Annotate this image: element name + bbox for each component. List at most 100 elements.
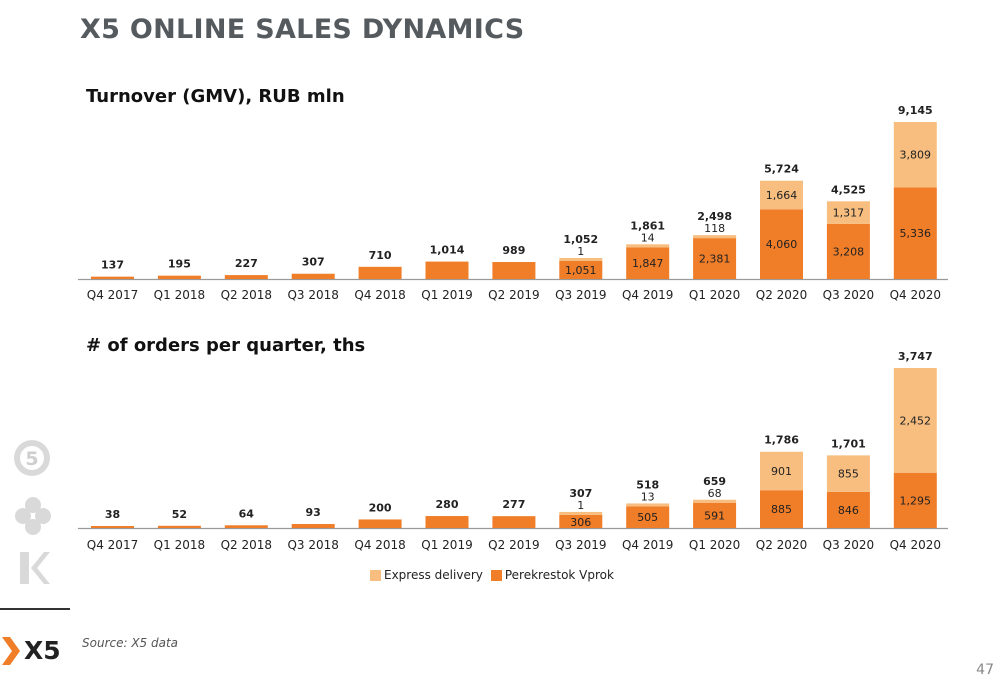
gmv-bar-vprok (559, 260, 603, 279)
orders-bar-express (559, 511, 603, 515)
orders-label-vprok: 885 (771, 503, 792, 516)
orders-label-total: 659 (703, 475, 726, 488)
gmv-bar-vprok (626, 247, 670, 279)
gmv-label-vprok: 1,051 (565, 264, 597, 277)
orders-label-vprok: 306 (570, 516, 591, 529)
orders-label-express: 855 (838, 468, 859, 481)
orders-label-total: 64 (239, 507, 255, 520)
legend-label-express: Express delivery (384, 568, 483, 582)
orders-label-express: 13 (641, 490, 655, 503)
svg-text:5: 5 (25, 448, 38, 470)
gmv-label-vprok: 4,060 (766, 238, 798, 251)
orders-label-express: 1 (577, 499, 584, 512)
gmv-label-express: 118 (704, 222, 725, 235)
gmv-label-total: 989 (502, 244, 525, 257)
gmv-label-vprok: 1,847 (632, 257, 664, 270)
orders-bar-vprok (224, 525, 268, 528)
gmv-label-total: 1,014 (430, 244, 465, 257)
gmv-bar-vprok (224, 275, 268, 279)
gmv-label-express: 3,809 (900, 149, 932, 162)
gmv-label-total: 2,498 (697, 210, 732, 223)
gmv-bar-express (693, 235, 737, 239)
gmv-bar-vprok (425, 261, 469, 279)
orders-bar-vprok (693, 502, 737, 528)
gmv-tick-label: Q2 2018 (221, 288, 272, 302)
orders-tick-label: Q1 2020 (689, 538, 740, 552)
orders-bar-express (760, 451, 803, 491)
orders-label-express: 2,452 (900, 414, 932, 427)
orders-bar-vprok (358, 519, 402, 528)
orders-bar-vprok (893, 472, 937, 528)
orders-bar-vprok (626, 506, 670, 528)
gmv-tick-label: Q3 2019 (555, 288, 606, 302)
gmv-bar-vprok (358, 266, 402, 279)
perekrestok-logo-icon (15, 497, 51, 535)
orders-bar-vprok (760, 490, 803, 528)
gmv-label-total: 1,052 (563, 233, 598, 246)
gmv-label-vprok: 5,336 (900, 227, 932, 240)
orders-tick-label: Q4 2019 (622, 538, 673, 552)
orders-bar-vprok (91, 526, 134, 528)
gmv-tick-label: Q1 2019 (421, 288, 472, 302)
gmv-label-express: 1 (577, 245, 584, 258)
gmv-label-express: 1,317 (833, 207, 865, 220)
orders-label-total: 52 (172, 508, 187, 521)
page-title: X5 ONLINE SALES DYNAMICS (80, 14, 525, 45)
orders-chart-title: # of orders per quarter, ths (86, 335, 366, 356)
orders-label-vprok: 591 (704, 509, 725, 522)
orders-tick-label: Q3 2020 (823, 538, 874, 552)
gmv-label-total: 4,525 (831, 183, 866, 196)
gmv-bar-vprok (291, 273, 335, 279)
orders-bar-vprok (157, 525, 201, 528)
gmv-tick-label: Q2 2019 (488, 288, 539, 302)
orders-label-total: 280 (436, 498, 459, 511)
orders-tick-label: Q3 2018 (287, 538, 338, 552)
gmv-tick-label: Q2 2020 (756, 288, 807, 302)
gmv-tick-label: Q1 2020 (689, 288, 740, 302)
gmv-label-total: 227 (235, 257, 258, 270)
orders-label-total: 307 (569, 487, 592, 500)
legend-swatch-vprok (490, 569, 502, 581)
orders-bar-vprok (291, 524, 335, 528)
orders-label-vprok: 846 (838, 504, 859, 517)
orders-label-total: 1,786 (764, 434, 799, 447)
orders-chart: 38 Q4 2017 52 Q1 2018 64 Q2 2018 93 Q3 2018 200 Q… (78, 350, 948, 552)
gmv-bar-express (760, 180, 803, 210)
orders-bar-vprok (492, 516, 536, 528)
gmv-chart: 137 Q4 2017 195 Q1 2018 227 Q2 2018 307 Q3 2018… (78, 104, 948, 302)
gmv-bar-vprok (693, 238, 737, 279)
gmv-tick-label: Q4 2019 (622, 288, 673, 302)
orders-label-total: 3,747 (898, 350, 933, 363)
orders-bar-vprok (425, 516, 469, 528)
gmv-label-express: 14 (641, 231, 655, 244)
legend-label-vprok: Perekrestok Vprok (504, 568, 614, 582)
gmv-label-express: 1,664 (766, 189, 798, 202)
gmv-bar-express (893, 122, 937, 188)
orders-label-express: 68 (708, 487, 722, 500)
gmv-tick-label: Q3 2020 (823, 288, 874, 302)
gmv-bar-vprok (760, 209, 803, 279)
gmv-label-total: 195 (168, 258, 191, 271)
orders-label-total: 518 (636, 478, 659, 491)
gmv-chart-title: Turnover (GMV), RUB mln (86, 86, 345, 107)
gmv-bar-express (826, 201, 870, 224)
gmv-label-total: 137 (101, 259, 124, 272)
gmv-label-total: 710 (369, 249, 392, 262)
gmv-tick-label: Q4 2017 (87, 288, 138, 302)
source-note: Source: X5 data (82, 636, 179, 650)
gmv-bar-vprok (157, 275, 201, 279)
x5-chevron-icon (2, 636, 20, 665)
orders-label-total: 200 (369, 501, 392, 514)
gmv-label-total: 9,145 (898, 104, 933, 117)
chart-legend: Express delivery Perekrestok Vprok (370, 568, 622, 582)
orders-label-express: 901 (771, 465, 792, 478)
orders-label-vprok: 505 (637, 511, 658, 524)
orders-label-total: 277 (502, 498, 525, 511)
orders-label-total: 1,701 (831, 437, 866, 450)
orders-bar-express (626, 503, 670, 507)
orders-bar-vprok (559, 514, 603, 528)
orders-label-total: 93 (306, 506, 321, 519)
gmv-bar-vprok (492, 262, 536, 279)
orders-tick-label: Q2 2019 (488, 538, 539, 552)
orders-bar-vprok (826, 491, 870, 528)
